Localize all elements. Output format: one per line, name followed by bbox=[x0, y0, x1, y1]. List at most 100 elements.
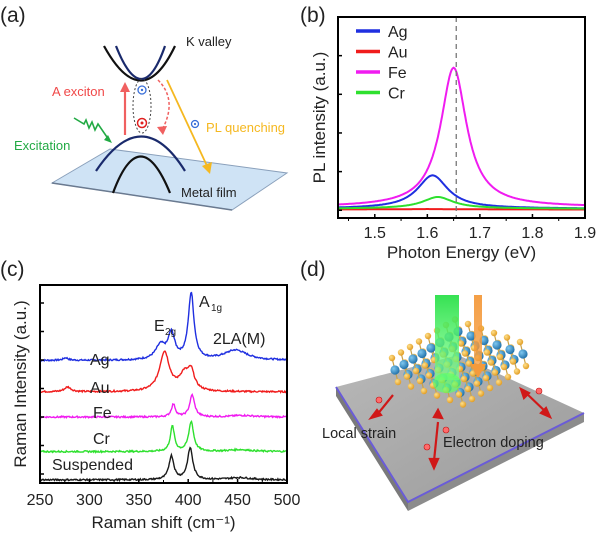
legend-label-cr: Cr bbox=[388, 86, 406, 103]
e2g-annotation: E bbox=[154, 318, 165, 335]
pl-x-tick-label: 1.7 bbox=[469, 225, 491, 242]
legend-label-au: Au bbox=[388, 45, 408, 62]
panel-b-label: (b) bbox=[300, 4, 326, 27]
pl-x-tick-label: 1.5 bbox=[364, 225, 386, 242]
electrons bbox=[375, 387, 543, 451]
electron-dot bbox=[140, 88, 144, 92]
chalcogen-atom bbox=[473, 380, 481, 387]
conduction-band-navy bbox=[114, 45, 167, 80]
metal-atom bbox=[518, 349, 528, 359]
pl-series-cr bbox=[338, 196, 585, 210]
metal-atom bbox=[408, 354, 418, 364]
chalcogen-atom bbox=[483, 349, 491, 356]
chalcogen-atom bbox=[457, 340, 465, 347]
chalcogen-atom bbox=[482, 374, 490, 382]
chalcogen-atom bbox=[416, 377, 424, 385]
chalcogen-atom bbox=[468, 395, 476, 403]
chalcogen-atom bbox=[464, 385, 472, 393]
2la-annotation: 2LA(M) bbox=[213, 331, 265, 348]
electron-2 bbox=[423, 443, 431, 451]
metal-atom bbox=[492, 340, 502, 350]
pl-x-tick-label: 1.8 bbox=[521, 225, 543, 242]
pl-x-tick-label: 1.9 bbox=[574, 225, 596, 242]
metal-atom bbox=[390, 365, 400, 375]
raman-series-cr bbox=[39, 420, 288, 454]
pl-series-fe bbox=[337, 66, 586, 207]
chalcogen-atom bbox=[460, 375, 468, 383]
excitation-arrowhead bbox=[104, 135, 112, 143]
pl-x-axis-label: Photon Energy (eV) bbox=[387, 243, 536, 262]
raman-series-fe bbox=[39, 392, 287, 420]
raman-chart: 250 300 350 400 450 500 Raman shift (cm⁻¹) Rama… bbox=[11, 284, 301, 532]
chalcogen-atom bbox=[516, 338, 524, 346]
chalcogen-atom bbox=[477, 390, 485, 397]
metal-atom bbox=[426, 343, 436, 353]
pl-plot-frame bbox=[337, 16, 586, 219]
transferred-electron-dot bbox=[193, 122, 197, 126]
raman-x-tick-label: 250 bbox=[27, 492, 54, 509]
chalcogen-atom bbox=[394, 378, 402, 386]
pl-x-tick-label: 1.6 bbox=[416, 225, 438, 242]
recombination-arrow bbox=[157, 79, 170, 131]
raman-series-label-au: Au bbox=[90, 380, 110, 397]
raman-series-suspended bbox=[39, 446, 288, 483]
chalcogen-atom bbox=[495, 379, 503, 386]
panel-c-label: (c) bbox=[0, 258, 25, 281]
orange-pl-beam bbox=[474, 295, 482, 367]
chalcogen-atom bbox=[487, 359, 495, 366]
raman-x-tick-label: 400 bbox=[175, 492, 202, 509]
pl-y-axis-label: PL intensity (a.u.) bbox=[310, 52, 329, 184]
electron-1 bbox=[375, 396, 383, 404]
valence-band-lower bbox=[111, 155, 172, 194]
metal-atom bbox=[417, 348, 427, 359]
raman-series-label-fe: Fe bbox=[93, 405, 112, 422]
pl-chart: 1.5 1.6 1.7 1.8 1.9 Photon Energy (eV) PL inte… bbox=[310, 16, 596, 262]
chalcogen-atom bbox=[496, 353, 504, 361]
chalcogen-atom bbox=[509, 358, 517, 365]
strain-arrowhead-right-back bbox=[519, 386, 531, 401]
chalcogen-atom bbox=[412, 367, 420, 375]
raman-series-ag bbox=[39, 291, 288, 363]
metal-atom bbox=[466, 331, 476, 341]
strain-arrows bbox=[368, 386, 553, 471]
hole-dot bbox=[140, 121, 144, 125]
chalcogen-atom bbox=[388, 354, 396, 362]
strain-arrowhead-up bbox=[432, 407, 444, 420]
chalcogen-atom bbox=[503, 334, 511, 341]
pl-quenching-label: PL quenching bbox=[206, 120, 285, 135]
local-strain-label: Local strain bbox=[322, 426, 396, 442]
a-exciton-arrowhead bbox=[120, 82, 130, 92]
a1g-annotation: A bbox=[199, 294, 210, 311]
strain-arrowhead-right bbox=[539, 406, 553, 420]
pl-series-au bbox=[338, 208, 585, 211]
electron-doping-label: Electron doping bbox=[443, 435, 544, 451]
chalcogen-atom bbox=[397, 349, 405, 356]
substrate-side-right bbox=[408, 413, 584, 511]
raman-series-label-suspended: Suspended bbox=[52, 457, 133, 474]
metal-atom bbox=[505, 344, 515, 355]
electron-3 bbox=[442, 426, 450, 434]
chalcogen-atom bbox=[522, 362, 530, 370]
metal-atom bbox=[399, 359, 409, 370]
raman-x-tick-label: 500 bbox=[274, 492, 301, 509]
exciton-ellipse bbox=[132, 78, 152, 134]
chalcogen-atom bbox=[455, 391, 463, 398]
chalcogen-atom bbox=[425, 372, 433, 379]
strain-arrowhead-down bbox=[428, 457, 440, 471]
recombination-arrowhead bbox=[157, 126, 167, 135]
panel-a-schematic: A exciton Excitation PL quenching K vall… bbox=[14, 34, 289, 211]
substrate-edge bbox=[335, 386, 585, 504]
raman-plot-frame bbox=[39, 284, 288, 484]
chalcogen-atom bbox=[504, 373, 512, 381]
raman-x-axis-label: Raman shift (cm⁻¹) bbox=[91, 513, 235, 532]
chalcogen-atom bbox=[491, 369, 499, 376]
raman-y-axis-label: Raman Intensity (a.u.) bbox=[11, 300, 30, 467]
raman-x-tick-label: 350 bbox=[125, 492, 152, 509]
conduction-band-black bbox=[103, 45, 176, 82]
chalcogen-atom bbox=[461, 350, 469, 357]
chalcogen-atom bbox=[406, 343, 414, 351]
pl-quenching-arrow bbox=[166, 79, 209, 169]
metal-film-label: Metal film bbox=[181, 185, 237, 200]
legend-label-ag: Ag bbox=[388, 24, 408, 41]
